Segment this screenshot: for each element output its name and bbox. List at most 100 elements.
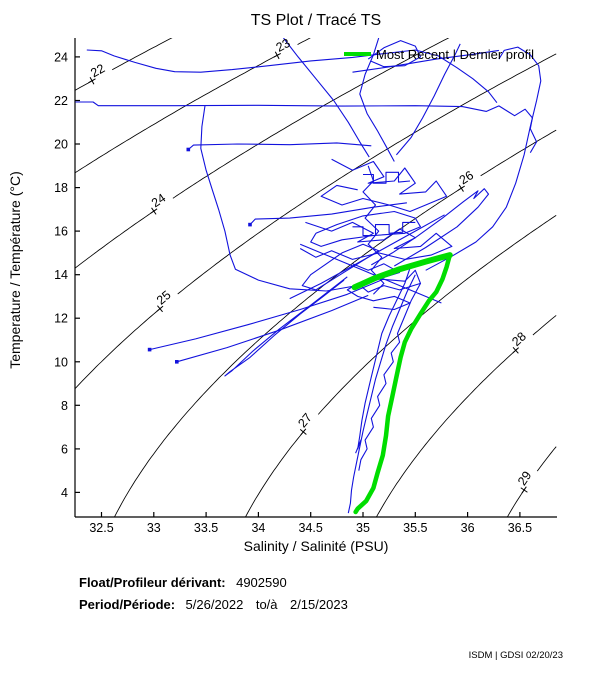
y-tick-label: 16 xyxy=(54,225,68,239)
y-tick-label: 24 xyxy=(54,50,68,64)
profile-end-marker xyxy=(147,347,152,352)
contour-label-plus-icon xyxy=(457,184,465,192)
y-tick-label: 12 xyxy=(54,312,68,326)
credit-text: ISDM | GDSI 02/20/23 xyxy=(469,650,563,661)
contour-label-text: 23 xyxy=(274,36,293,55)
contour-label-mask-26 xyxy=(456,165,482,188)
profile-line-4 xyxy=(425,46,542,271)
y-axis-label: Temperature / Température (°C) xyxy=(7,171,23,369)
axes: 32.5 33 33.5 34 34.5 35 35.5 36 36.5 4 6 8 10 12 14 16 1… xyxy=(7,38,557,554)
profile-line-17 xyxy=(346,263,422,311)
contour-label-text: 24 xyxy=(149,191,168,210)
contour-label-mask-23 xyxy=(273,38,298,56)
float-id-line: Float/Profileur dérivant: 4902590 xyxy=(79,574,287,591)
isopycnal-line-29 xyxy=(506,446,557,517)
x-tick-label: 36 xyxy=(461,521,475,535)
profile-line-15 xyxy=(320,158,448,213)
y-tick-label: 6 xyxy=(61,442,68,456)
contour-label-plus-icon xyxy=(156,305,164,313)
axis-ticks: 32.5 33 33.5 34 34.5 35 35.5 36 36.5 4 6 8 10 12 14 16 1… xyxy=(54,50,532,535)
profile-line-25 xyxy=(355,267,411,454)
profile-line-16 xyxy=(299,221,453,260)
profile-line-22 xyxy=(301,243,380,291)
x-tick-label: 33.5 xyxy=(194,521,218,535)
x-tick-label: 34 xyxy=(251,521,265,535)
profile-line-2 xyxy=(283,38,370,158)
profile-line-5 xyxy=(395,43,461,156)
y-tick-label: 8 xyxy=(61,399,68,413)
profile-line-14 xyxy=(352,49,499,73)
profile-line-26 xyxy=(347,274,416,514)
y-tick-label: 20 xyxy=(54,138,68,152)
profile-line-7 xyxy=(149,278,385,351)
contour-label-29: 29 xyxy=(515,469,534,494)
contour-label-26: 26 xyxy=(457,168,476,192)
isopycnal-line-28 xyxy=(375,315,557,517)
contour-label-24: 24 xyxy=(149,191,168,215)
profile-line-27 xyxy=(358,283,421,471)
contour-label-plus-icon xyxy=(88,77,96,85)
x-tick-label: 32.5 xyxy=(89,521,113,535)
contour-label-22: 22 xyxy=(88,61,107,85)
contour-label-plus-icon xyxy=(299,428,307,436)
y-tick-label: 18 xyxy=(54,181,68,195)
y-tick-label: 10 xyxy=(54,355,68,369)
contour-label-plus-icon xyxy=(150,207,158,215)
profile-line-12 xyxy=(187,142,372,150)
isopycnal-line-25 xyxy=(75,53,557,389)
profile-line-3 xyxy=(359,38,395,162)
contour-label-text: 22 xyxy=(88,61,107,80)
recent-profile-hook xyxy=(351,252,453,291)
profile-end-marker xyxy=(175,360,179,364)
ts-profiles xyxy=(75,38,542,514)
period-line: Period/Période: 5/26/2022 to/à 2/15/2023 xyxy=(79,596,348,613)
contour-label-mask-27 xyxy=(295,406,319,432)
profile-line-11 xyxy=(249,202,407,225)
contour-label-masks xyxy=(87,38,538,489)
profile-line-1 xyxy=(86,49,498,104)
recent-profile-main xyxy=(353,252,453,515)
isopycnal-line-22 xyxy=(75,38,173,91)
y-tick-label: 14 xyxy=(54,268,68,282)
isopycnal-line-27 xyxy=(244,215,557,517)
y-tick-label: 4 xyxy=(61,486,68,500)
profile-end-marker xyxy=(248,222,252,227)
profile-line-23 xyxy=(352,221,416,237)
contour-label-mask-28 xyxy=(509,325,534,350)
y-tick-label: 22 xyxy=(54,94,68,108)
profile-line-0 xyxy=(75,101,538,153)
x-tick-label: 35.5 xyxy=(403,521,427,535)
profile-line-10 xyxy=(200,105,364,292)
profile-line-24 xyxy=(363,171,411,184)
profile-end-marker xyxy=(186,147,191,152)
profile-line-9 xyxy=(224,276,348,377)
contour-label-plus-icon xyxy=(512,346,520,354)
x-tick-label: 36.5 xyxy=(508,521,532,535)
contour-label-mask-24 xyxy=(148,188,174,211)
profile-line-18 xyxy=(362,165,385,295)
footer: Float/Profileur dérivant: 4902590 Period… xyxy=(79,574,563,661)
x-tick-label: 34.5 xyxy=(299,521,323,535)
profile-line-19 xyxy=(310,210,422,247)
contour-label-23: 23 xyxy=(273,36,293,60)
legend: Most Recent | Dernier profil xyxy=(344,47,534,62)
isopycnal-line-24 xyxy=(75,38,450,269)
most-recent-profile xyxy=(351,252,453,515)
profile-line-21 xyxy=(299,243,442,304)
contour-label-text: 29 xyxy=(515,469,534,488)
legend-label: Most Recent | Dernier profil xyxy=(376,47,534,62)
contour-label-mask-22 xyxy=(87,59,113,81)
contour-label-plus-icon xyxy=(520,486,528,494)
isopycnal-line-23 xyxy=(75,38,311,174)
contour-label-text: 26 xyxy=(457,168,476,187)
x-tick-label: 35 xyxy=(356,521,370,535)
profile-line-8 xyxy=(176,294,369,363)
x-axis-label: Salinity / Salinité (PSU) xyxy=(244,538,389,554)
x-tick-label: 33 xyxy=(147,521,161,535)
profile-line-13 xyxy=(367,40,422,68)
contour-label-mask-29 xyxy=(515,464,538,489)
contour-label-plus-icon xyxy=(273,51,281,60)
